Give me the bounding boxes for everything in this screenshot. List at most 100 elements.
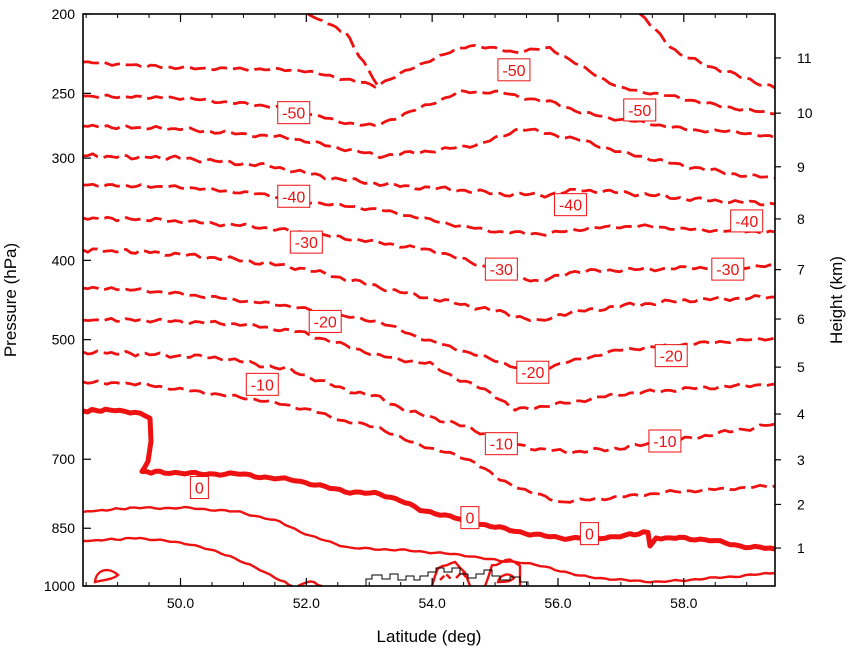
contour-label-box [308,309,342,333]
contour-label: -40 [730,209,764,233]
terrain-outline [365,567,529,586]
contour-label-text: -50 [282,106,305,123]
contour-label-text: -40 [735,214,758,231]
contour-label-box [245,372,279,396]
contour-label-text: 0 [195,481,204,498]
x-tick-label: 52.0 [293,595,320,611]
pressure-tick-label: 250 [52,85,76,101]
contour-label-box [460,506,480,530]
contour-labels: -50 -50 -50 -40 -40 -40 -30 -30 -30 -20 -20 -20 -10 -… [189,58,764,546]
isotherm-dashed [82,247,776,322]
isotherm-dashed [82,44,776,116]
contour-label: -10 [648,429,682,453]
isotherm-solid [496,573,516,584]
contour-label-box [579,522,599,546]
height-tick-label: 6 [797,311,805,327]
plot-frame [82,13,776,587]
contour-label: 0 [460,506,480,530]
isotherm-solid [82,505,776,584]
contour-label-text: -30 [716,262,739,279]
contour-label-text: -50 [502,63,525,80]
contour-label-box [554,193,588,217]
contour-label: -10 [484,432,518,456]
contour-label: -50 [623,98,657,122]
contour-label-box [277,184,311,208]
height-tick-label: 3 [797,452,805,468]
contour-label-text: -10 [653,434,676,451]
isotherm-dashed [439,570,469,581]
height-tick-label: 10 [797,105,813,121]
isotherm-solid [297,580,323,588]
contour-label: -30 [711,257,745,281]
contour-label-box [648,429,682,453]
isotherm-dashed [82,89,776,140]
isotherm-solid [483,558,522,587]
isotherm-dashed [82,123,776,180]
contour-label-text: -10 [251,377,274,394]
contour-label-text: -50 [628,103,651,120]
contour-label-text: -20 [660,349,683,366]
x-tick-label: 50.0 [167,595,194,611]
isotherm-dashed [639,12,776,90]
contour-label-text: -30 [295,235,318,252]
contour-label-box [516,360,550,384]
contour-label-text: -20 [314,314,337,331]
pressure-tick-label: 700 [52,451,76,467]
isotherm-dashed [83,182,776,237]
contour-label: -20 [308,309,342,333]
right-axis-title: Height (km) [827,256,846,344]
contour-label-box [189,476,209,500]
height-tick-label: 7 [797,262,805,278]
contour-label-text: -20 [521,365,544,382]
isotherm-solid [83,536,293,588]
contour-label-text: -10 [490,437,513,454]
contour-label: -20 [654,344,688,368]
x-tick-label: 54.0 [419,595,446,611]
contour-label-text: 0 [585,527,594,544]
contour-label-box [289,230,323,254]
pressure-tick-label: 200 [52,6,76,22]
contour-label: -10 [245,372,279,396]
height-tick-label: 8 [797,211,805,227]
x-axis-ticks: 50.0 52.0 54.0 56.0 58.0 [85,14,748,611]
left-axis-title: Pressure (hPa) [1,243,20,357]
contour-label: 0 [579,522,599,546]
contour-label-text: -30 [490,262,513,279]
pressure-tick-label: 850 [52,520,76,536]
height-tick-label: 9 [797,159,805,175]
terrain-profile [365,567,529,586]
right-axis-ticks: 1 2 3 4 5 6 7 8 9 10 11 [775,50,813,556]
height-tick-label: 2 [797,496,805,512]
isotherm-dashed [82,317,776,412]
isotherm-dashed [82,215,776,283]
isotherm-dashed [307,12,380,87]
contour-label: 0 [189,476,209,500]
contour-label-box [711,257,745,281]
pressure-tick-label: 1000 [44,578,75,594]
contour-label-box [484,257,518,281]
x-axis-title: Latitude (deg) [377,627,482,646]
contour-label: -40 [277,184,311,208]
contour-label-text: -40 [282,189,305,206]
contour-label: -50 [277,101,311,125]
contour-label-text: -40 [559,198,582,215]
contour-label-box [623,98,657,122]
isotherm-solid [93,568,120,584]
contour-label: -30 [289,230,323,254]
height-tick-label: 5 [797,359,805,375]
pressure-tick-label: 400 [52,252,76,268]
x-tick-label: 56.0 [544,595,571,611]
contour-label-box [484,432,518,456]
contour-label-box [654,344,688,368]
pressure-tick-label: 500 [52,332,76,348]
height-tick-label: 4 [797,406,805,422]
height-tick-label: 1 [797,540,805,556]
contour-label: -40 [554,193,588,217]
contour-label-box [497,58,531,82]
contour-label: -50 [497,58,531,82]
isotherm-zero [82,406,776,552]
contour-label-box [277,101,311,125]
contour-label-text: 0 [465,511,474,528]
x-tick-label: 58.0 [670,595,697,611]
